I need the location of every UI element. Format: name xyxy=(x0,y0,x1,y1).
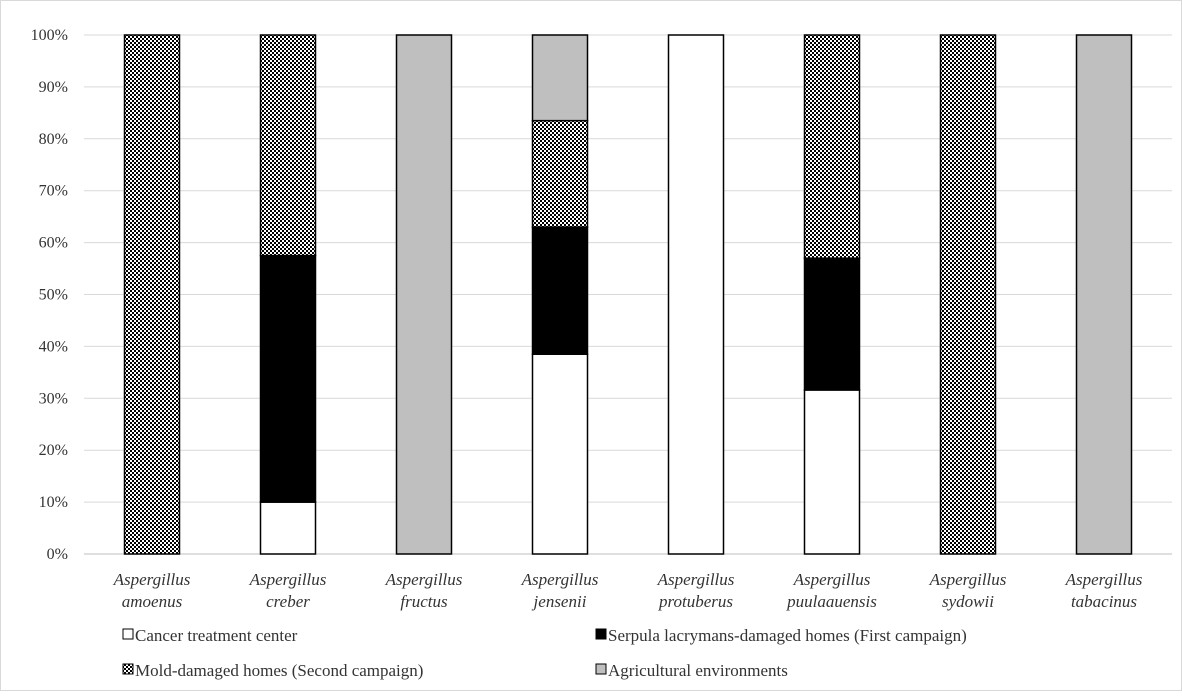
category-label: fructus xyxy=(400,592,448,611)
bar-segment xyxy=(803,34,861,259)
bar-segment xyxy=(531,353,589,555)
category-label: protuberus xyxy=(658,592,733,611)
bar-segment xyxy=(259,501,317,555)
bar-segment xyxy=(803,257,861,391)
bar-segment xyxy=(667,34,725,555)
bar-segment xyxy=(395,34,453,555)
category-label: Aspergillus xyxy=(249,570,327,589)
bar-segment xyxy=(531,119,589,228)
legend-swatch xyxy=(122,663,134,675)
y-tick-label: 70% xyxy=(39,183,68,200)
legend-swatch xyxy=(595,628,607,640)
category-label: Aspergillus xyxy=(521,570,599,589)
y-tick-label: 50% xyxy=(39,287,68,304)
y-tick-label: 0% xyxy=(47,546,68,563)
category-label: jensenii xyxy=(532,592,587,611)
legend-label: Mold-damaged homes (Second campaign) xyxy=(135,661,423,680)
bar-segment xyxy=(531,34,589,122)
category-label: amoenus xyxy=(122,592,183,611)
y-tick-label: 40% xyxy=(39,338,68,355)
bar-segment xyxy=(803,389,861,555)
y-tick-label: 80% xyxy=(39,131,68,148)
y-tick-label: 20% xyxy=(39,442,68,459)
category-label: Aspergillus xyxy=(1065,570,1143,589)
legend-swatch xyxy=(122,628,134,640)
y-tick-label: 90% xyxy=(39,79,68,96)
x-axis-labels: Aspergillus amoenus Aspergillus creber Asper… xyxy=(113,570,1143,611)
category-label: puulaauensis xyxy=(786,592,877,611)
y-tick-label: 30% xyxy=(39,390,68,407)
category-label: Aspergillus xyxy=(657,570,735,589)
bars xyxy=(123,34,1133,555)
category-label: creber xyxy=(266,592,310,611)
legend: Cancer treatment center Serpula lacrymans… xyxy=(122,626,967,680)
bar-segment xyxy=(531,226,589,355)
category-label: Aspergillus xyxy=(929,570,1007,589)
legend-label: Agricultural environments xyxy=(608,661,788,680)
legend-swatch xyxy=(595,663,607,675)
category-label: Aspergillus xyxy=(793,570,871,589)
bar-segment xyxy=(939,34,997,555)
y-tick-label: 10% xyxy=(39,494,68,511)
y-tick-label: 60% xyxy=(39,235,68,252)
bar-segment xyxy=(259,254,317,503)
bar-segment xyxy=(1075,34,1133,555)
bar-segment xyxy=(123,34,181,555)
category-label: Aspergillus xyxy=(113,570,191,589)
legend-label: Cancer treatment center xyxy=(135,626,298,645)
category-label: Aspergillus xyxy=(385,570,463,589)
legend-label: Serpula lacrymans-damaged homes (First c… xyxy=(608,626,967,645)
category-label: tabacinus xyxy=(1071,592,1137,611)
bar-segment xyxy=(259,34,317,257)
y-tick-label: 100% xyxy=(31,27,68,44)
y-axis-ticks: 0% 10% 20% 30% 40% 50% 60% 70% 80% 90% 100% xyxy=(31,27,68,563)
category-label: sydowii xyxy=(942,592,994,611)
